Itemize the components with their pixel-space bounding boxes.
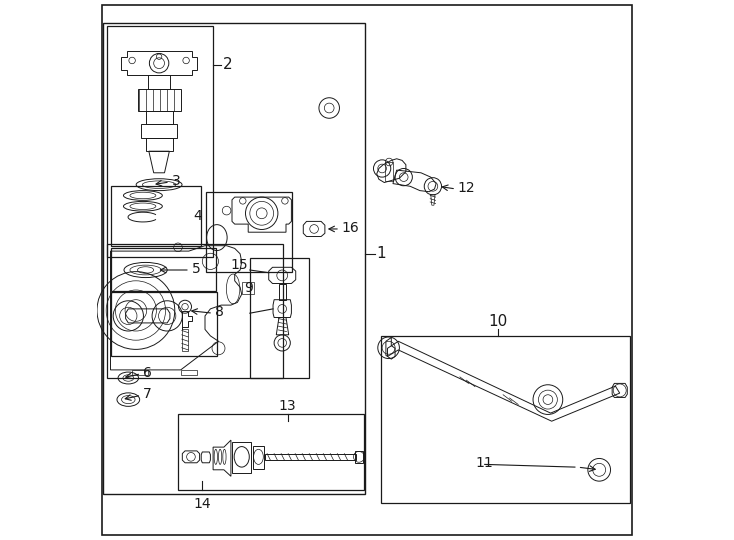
Bar	[206, 192, 292, 272]
Text: 10: 10	[488, 314, 507, 329]
Text: 14: 14	[194, 497, 211, 511]
Text: 16: 16	[341, 221, 360, 235]
Bar	[103, 23, 366, 494]
Text: 1: 1	[377, 246, 386, 261]
Text: 3: 3	[172, 174, 181, 188]
Bar	[106, 244, 283, 378]
Bar	[106, 26, 213, 256]
Bar	[178, 414, 364, 490]
Text: 13: 13	[279, 399, 297, 413]
Bar	[111, 292, 217, 356]
Text: 12: 12	[458, 181, 476, 195]
Bar	[111, 248, 216, 291]
Text: 15: 15	[230, 258, 248, 272]
Text: 4: 4	[193, 209, 202, 223]
Bar	[111, 186, 200, 246]
Text: 8: 8	[215, 305, 224, 319]
Bar	[380, 336, 630, 503]
Text: 2: 2	[223, 57, 233, 72]
Bar	[250, 258, 309, 378]
Text: 7: 7	[143, 387, 152, 401]
Text: 11: 11	[475, 456, 493, 470]
Text: 6: 6	[143, 366, 152, 380]
Text: 5: 5	[192, 262, 200, 276]
Text: 9: 9	[244, 281, 252, 295]
